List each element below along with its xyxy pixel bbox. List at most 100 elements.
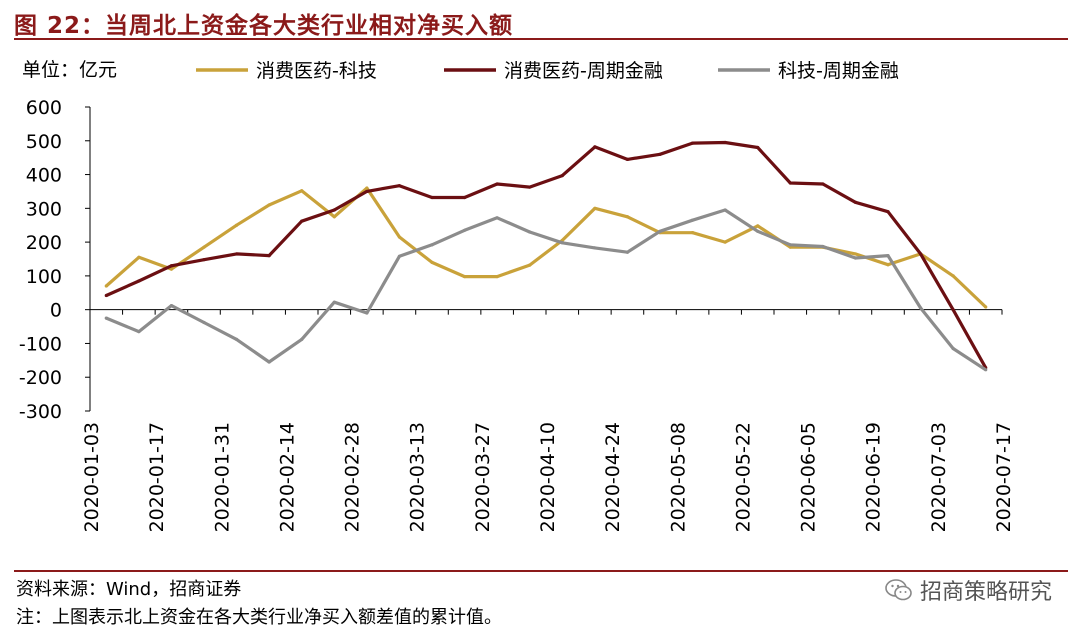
data-point [234,252,239,256]
data-point [560,173,564,178]
data-point [593,206,597,210]
data-point [267,203,271,207]
data-point [202,320,206,325]
wechat-icon [885,579,912,601]
data-point [397,184,402,188]
x-tick-label: 2020-01-31 [211,422,233,532]
y-tick-label: -200 [19,367,62,389]
data-point [365,189,369,194]
data-point [756,224,760,228]
series-line [105,140,988,369]
y-tick-label: 600 [26,97,62,119]
data-point [528,230,532,234]
data-point [723,140,727,145]
data-point [853,256,858,260]
series-1 [104,186,988,309]
data-point [788,181,792,185]
data-point [332,208,336,212]
data-point [462,228,467,232]
x-tick-label: 2020-05-22 [732,422,754,532]
data-point [430,195,434,200]
y-tick-label: 100 [26,266,62,288]
data-point [104,293,108,298]
data-point [202,245,206,249]
footnote: 注：上图表示北上资金在各大类行业净买入额差值的累计值。 [16,607,502,628]
data-point [723,240,727,244]
data-point [951,308,955,312]
data-point [918,252,923,256]
x-tick-label: 2020-02-14 [276,422,298,532]
data-point [625,157,630,161]
y-tick-label: -100 [19,333,62,355]
y-tick-label: 0 [50,300,62,322]
data-point [300,337,304,341]
watermark-text: 招商策略研究 [919,580,1052,605]
data-point [267,254,271,258]
series-2 [104,140,988,370]
data-point [495,216,499,220]
data-point [918,306,923,310]
x-tick-label: 2020-06-05 [798,422,820,532]
data-point [104,284,108,288]
x-tick-label: 2020-07-03 [928,422,950,532]
data-point [821,244,825,249]
y-tick-label: 200 [26,232,62,254]
legend-label: 科技-周期金融 [778,60,899,82]
data-point [951,274,955,278]
data-point [984,368,988,372]
data-point [788,243,792,247]
data-point [528,263,532,267]
data-point [593,246,597,250]
data-point [690,141,695,145]
data-point [137,255,141,259]
data-point [332,300,336,304]
source-note: 资料来源：Wind，招商证券 [16,579,242,600]
y-tick-label: 500 [26,131,62,153]
y-tick-label: -300 [19,401,62,423]
data-point [886,254,890,258]
data-point [593,145,597,149]
data-point [267,360,271,364]
data-point [625,250,630,254]
chart-legend: 消费医药-科技 消费医药-周期金融 科技-周期金融 [196,60,899,82]
x-tick-label: 2020-04-24 [602,422,624,532]
y-axis: -300 -200 -100 0 100 200 300 400 500 600 [19,97,91,423]
figure-title: 图 22：当周北上资金各大类行业相对净买入额 [14,13,514,39]
y-tick-label: 300 [26,198,62,220]
data-point [202,258,206,262]
data-point [853,200,858,204]
data-point [462,274,467,279]
data-point [104,316,108,320]
data-point [397,235,402,239]
data-point [430,243,434,247]
x-tick-label: 2020-03-13 [407,422,429,532]
data-point [234,337,239,341]
data-point [690,218,695,222]
data-point [853,252,858,256]
data-point [756,229,760,233]
series-line [105,186,987,309]
x-tick-label: 2020-03-27 [472,422,494,532]
data-point [886,210,890,214]
data-point [723,208,727,212]
line-chart: 单位：亿元 消费医药-科技 消费医药-周期金融 科技-周期金融 -300 -200 -1… [19,59,1015,532]
data-point [658,152,662,156]
series-3 [104,208,988,372]
data-point [169,304,174,308]
data-point [169,264,174,268]
x-tick-label: 2020-01-03 [81,422,103,532]
data-point [625,215,630,219]
data-point [690,231,695,235]
y-tick-label: 400 [26,165,62,187]
x-tick-label: 2020-01-17 [146,422,168,532]
footer-divider [14,570,1068,572]
data-point [495,182,499,186]
data-point [462,195,467,200]
data-point [495,274,499,279]
data-point [365,186,369,190]
x-tick-label: 2020-02-28 [342,422,364,532]
series-group [104,140,988,372]
data-point [951,346,955,351]
data-point [332,215,336,219]
data-point [137,330,141,334]
